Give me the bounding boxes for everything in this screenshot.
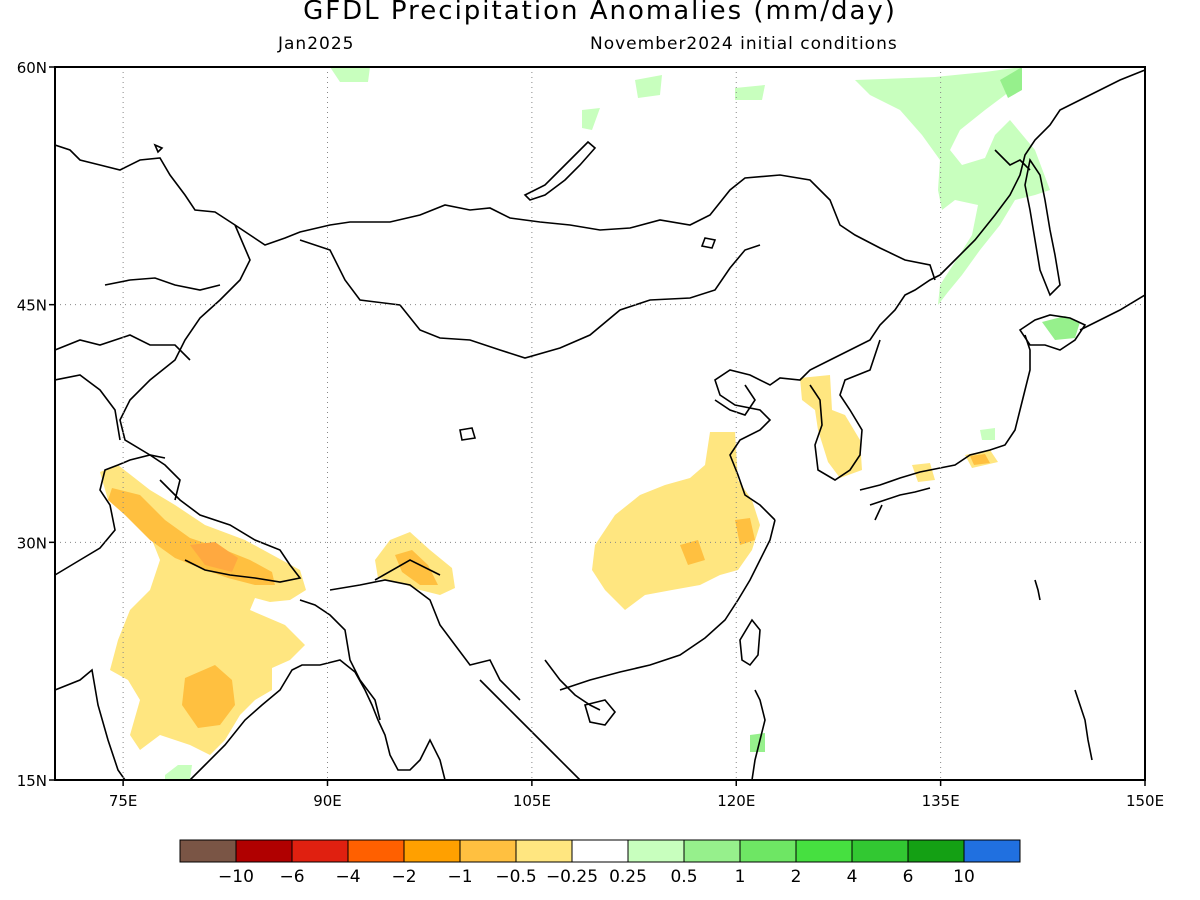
colorbar-swatch xyxy=(851,839,909,863)
lon-tick-label: 105E xyxy=(513,792,551,810)
colorbar-label: 0.25 xyxy=(609,867,647,887)
colorbar-label: −2 xyxy=(391,867,416,887)
japan-dry-core xyxy=(970,454,990,465)
south-india-wet xyxy=(165,765,192,780)
colorbar-swatch xyxy=(235,839,293,863)
yangtze-dry-core xyxy=(735,518,755,545)
colorbar-label: 4 xyxy=(847,867,858,887)
colorbar-swatch xyxy=(459,839,517,863)
lon-tick-label: 150E xyxy=(1126,792,1164,810)
eastern-china-dry xyxy=(592,432,760,610)
lat-tick-label: 30N xyxy=(17,534,47,552)
colorbar-label: −0.5 xyxy=(495,867,536,887)
colorbar-swatch xyxy=(179,839,237,863)
valid-month-label: Jan2025 xyxy=(278,34,355,54)
japan-wet xyxy=(980,428,995,440)
colorbar-swatch xyxy=(571,839,629,863)
colorbar-swatch xyxy=(291,839,349,863)
colorbar-label: 1 xyxy=(735,867,746,887)
axis-labels: 75E 90E 105E 120E 135E 150E 60N 45N 30N 15N xyxy=(17,59,1164,810)
lat-tick-label: 45N xyxy=(17,297,47,315)
colorbar-swatch xyxy=(795,839,853,863)
colorbar-swatch xyxy=(515,839,573,863)
eastern-himalaya-dry-core xyxy=(395,550,438,585)
colorbar-swatch xyxy=(403,839,461,863)
central-india-dry-core xyxy=(182,665,235,728)
colorbar-label: 10 xyxy=(953,867,975,887)
coastlines xyxy=(55,69,1145,780)
colorbar-label: −0.25 xyxy=(546,867,598,887)
hokkaido-wet xyxy=(1042,316,1080,340)
chart-title: GFDL Precipitation Anomalies (mm/day) xyxy=(303,0,897,26)
map-gridlines xyxy=(55,67,1145,780)
map-frame xyxy=(54,66,1146,781)
colorbar-swatch xyxy=(907,839,965,863)
anomaly-field xyxy=(100,67,1080,780)
okhotsk-wet xyxy=(1000,67,1022,98)
lat-tick-label: 60N xyxy=(17,59,47,77)
colorbar-labels: −10 −6 −4 −2 −1 −0.5 −0.25 0.25 0.5 1 2 4 6 10 xyxy=(218,867,975,887)
colorbar-label: 2 xyxy=(791,867,802,887)
colorbar-label: −4 xyxy=(335,867,360,887)
korea-dry xyxy=(800,375,862,478)
colorbar-label: −1 xyxy=(447,867,472,887)
lon-tick-label: 120E xyxy=(717,792,755,810)
colorbar-label: −10 xyxy=(218,867,254,887)
lon-tick-label: 75E xyxy=(109,792,138,810)
colorbar-swatch xyxy=(683,839,741,863)
eastern-china-dry-core xyxy=(680,540,705,565)
colorbar-swatch xyxy=(739,839,797,863)
colorbar xyxy=(179,839,1021,863)
colorbar-swatch xyxy=(963,839,1021,863)
axis-ticks xyxy=(49,66,1146,786)
himalaya-dry-core xyxy=(190,542,238,572)
colorbar-label: −6 xyxy=(279,867,304,887)
colorbar-swatch xyxy=(347,839,405,863)
initial-conditions-label: November2024 initial conditions xyxy=(590,34,898,54)
lon-tick-label: 135E xyxy=(922,792,960,810)
lat-tick-label: 15N xyxy=(17,772,47,790)
colorbar-label: 6 xyxy=(903,867,914,887)
lon-tick-label: 90E xyxy=(313,792,342,810)
colorbar-swatch xyxy=(627,839,685,863)
far-east-wet xyxy=(855,67,1050,305)
north-edge-wet xyxy=(330,67,765,130)
colorbar-label: 0.5 xyxy=(670,867,697,887)
